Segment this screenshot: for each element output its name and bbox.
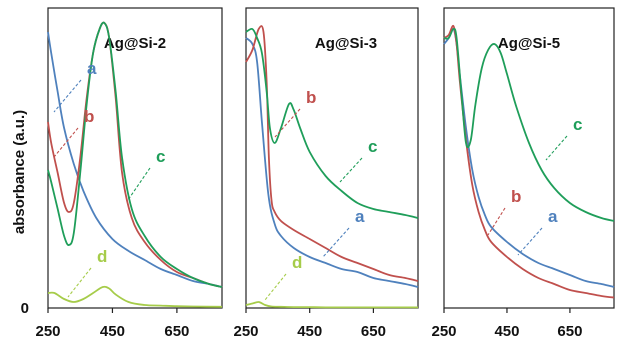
label-leader-a	[322, 227, 350, 258]
panel-frame	[443, 7, 615, 309]
curve-label-d: d	[97, 247, 107, 266]
x-tick-label: 650	[361, 323, 386, 340]
panel-1: Ag@Si-2 250 450 650 a b c d	[35, 7, 223, 340]
panel-title: Ag@Si-2	[104, 35, 166, 52]
label-leader-a	[517, 227, 543, 256]
y-tick-label: 0	[21, 300, 29, 317]
series-line-c	[443, 28, 615, 222]
x-tick-label: 650	[557, 323, 582, 340]
curve-label-b: b	[306, 88, 316, 107]
x-tick-label: 250	[431, 323, 456, 340]
series-line-b	[443, 24, 615, 299]
series-line-d	[47, 285, 223, 308]
label-leader-c	[339, 157, 363, 183]
panel-title: Ag@Si-5	[498, 35, 560, 52]
curve-label-c: c	[156, 147, 165, 166]
curve-label-a: a	[355, 207, 365, 226]
curve-label-c: c	[368, 137, 377, 156]
x-tick-label: 250	[233, 323, 258, 340]
label-leader-d	[67, 267, 92, 298]
curve-label-a: a	[548, 207, 558, 226]
x-tick-label: 450	[494, 323, 519, 340]
label-leader-b	[53, 127, 79, 158]
curve-label-c: c	[573, 115, 582, 134]
curve-label-a: a	[87, 59, 97, 78]
curve-label-d: d	[292, 253, 302, 272]
curve-label-b: b	[84, 107, 94, 126]
label-leader-c	[127, 167, 151, 201]
series-line-a	[443, 28, 615, 288]
panel-2: Ag@Si-3 250 450 650 a b c d	[233, 7, 419, 340]
series-line-b	[47, 21, 223, 288]
y-axis-label: absorbance (a.u.)	[11, 110, 28, 234]
label-leader-d	[264, 273, 287, 301]
label-leader-b	[487, 207, 506, 236]
x-tick-label: 650	[164, 323, 189, 340]
series-line-a	[47, 31, 223, 288]
panels: Ag@Si-2 250 450 650 a b c d Ag@Si-3 250 450 650 a b c d…	[35, 7, 615, 340]
curve-label-b: b	[511, 187, 521, 206]
label-leader-b	[274, 108, 301, 138]
panel-frame	[245, 7, 419, 309]
series-line-c	[245, 27, 419, 219]
panel-3: Ag@Si-5 250 450 650 a b c	[431, 7, 615, 340]
series-line-a	[245, 37, 419, 288]
series-line-d	[245, 301, 418, 309]
x-tick-label: 250	[35, 323, 60, 340]
label-leader-c	[545, 135, 568, 161]
x-tick-label: 450	[297, 323, 322, 340]
panel-frame	[47, 7, 223, 309]
label-leader-a	[53, 79, 82, 113]
series-line-b	[245, 25, 419, 282]
series-line-c	[47, 21, 223, 288]
panel-title: Ag@Si-3	[315, 35, 377, 52]
x-tick-label: 450	[100, 323, 125, 340]
